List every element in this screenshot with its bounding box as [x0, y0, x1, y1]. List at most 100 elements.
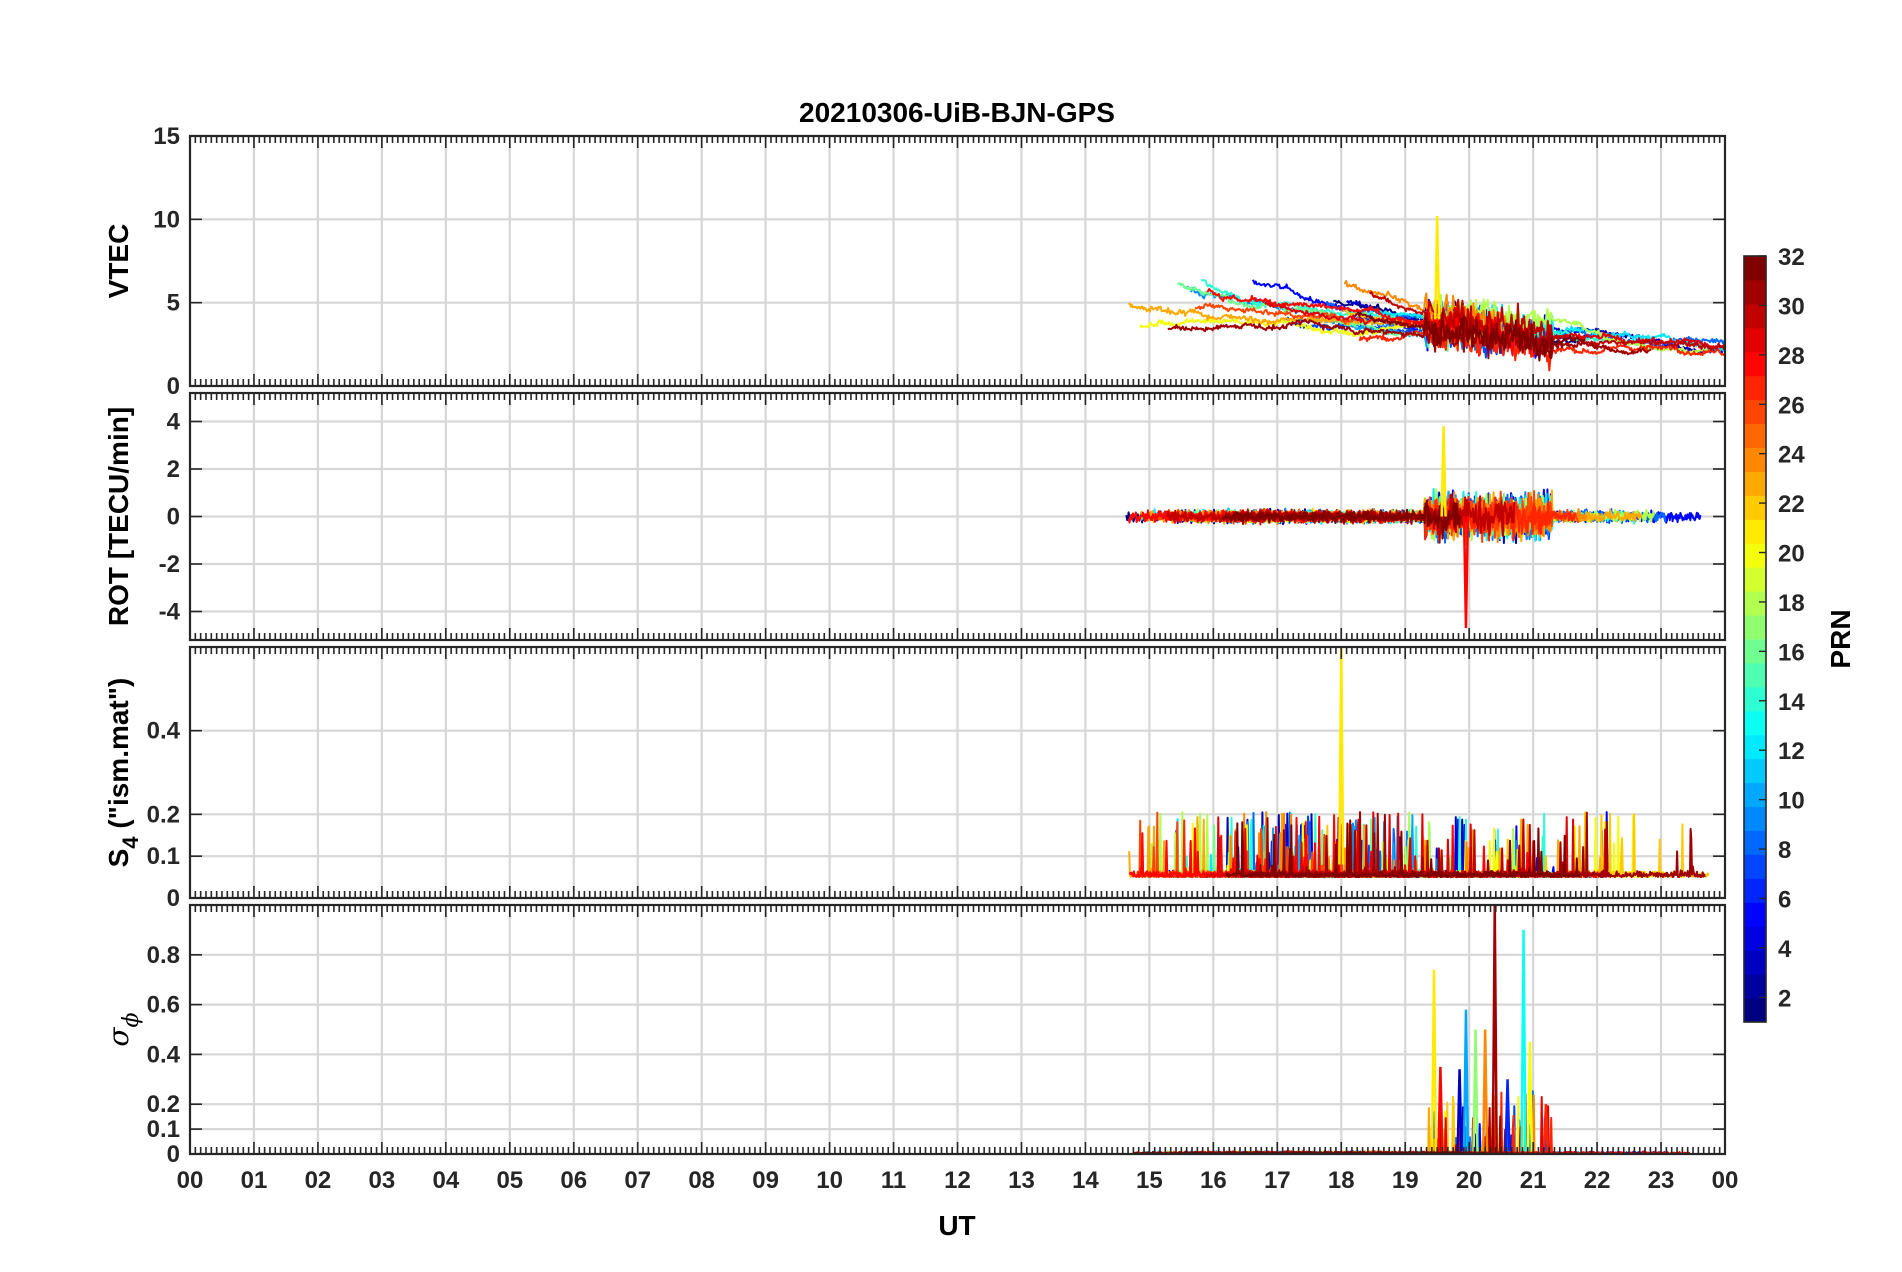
x-tick-label: 12 [944, 1167, 971, 1194]
x-tick-label: 13 [1008, 1167, 1035, 1194]
data-spike [1481, 1029, 1489, 1152]
x-tick-label: 16 [1200, 1167, 1227, 1194]
y-axis-label: ROT [TECU/min] [103, 407, 134, 626]
y-ticks: -4 -2 0 2 4 [159, 409, 1725, 626]
y-axis-label-main: S [103, 849, 134, 868]
y-ticks: 00.10.2 0.4 0.6 0.8 [147, 942, 1725, 1168]
colorbar-tick-label: 6 [1778, 886, 1791, 913]
y-tick-label: 0 [167, 504, 180, 531]
colorbar-tick-label: 8 [1778, 837, 1791, 864]
y-tick-label: 0 [167, 373, 180, 400]
grid [190, 905, 1725, 1156]
x-tick-labels: 00 01 02 03 04 05 06 07 08 09 10 11 12 13 14 15 16 17 18 19… [177, 1167, 1739, 1194]
traces [1128, 215, 1725, 372]
x-tick-label: 15 [1136, 1167, 1163, 1194]
data-spike [1472, 1029, 1479, 1152]
colorbar-label: PRN [1825, 609, 1856, 668]
colorbar-segment [1744, 375, 1766, 401]
colorbar-segment [1744, 423, 1766, 448]
data-spike [1520, 929, 1527, 1152]
y-tick-label: 0.8 [147, 942, 180, 969]
colorbar-segment [1744, 567, 1766, 592]
colorbar-tick-label: 24 [1778, 442, 1805, 469]
colorbar-tick-label: 10 [1778, 788, 1805, 815]
data-spike [1430, 969, 1438, 1152]
colorbar-tick-label: 14 [1778, 689, 1805, 716]
y-tick-label: 5 [167, 290, 180, 317]
colorbar-segment [1744, 662, 1766, 688]
colorbar-tick-label: 18 [1778, 590, 1805, 617]
traces [1125, 426, 1702, 629]
y-tick-label: 0 [167, 1141, 180, 1168]
trace-prn-30 [1368, 291, 1725, 352]
data-spike [1434, 215, 1441, 320]
panel-4: 00.10.2 0.4 0.6 0.8 σϕ 00 01 02 03 04 05 06 07 08 09 10… [102, 903, 1739, 1194]
x-tick-label: 08 [688, 1167, 715, 1194]
data-spike [1462, 1009, 1470, 1152]
data-spike [1491, 905, 1498, 1152]
colorbar-segment [1744, 710, 1766, 736]
y-tick-label: 2 [167, 456, 180, 483]
x-tick-label: 09 [752, 1167, 779, 1194]
y-axis-label-sub: 4 [118, 836, 143, 849]
colorbar-segment [1744, 878, 1766, 903]
x-ticks [189, 647, 1726, 898]
colorbar-tick-label: 20 [1778, 541, 1805, 568]
colorbar-segment [1744, 974, 1766, 999]
y-tick-label: 0.1 [147, 1116, 180, 1143]
colorbar-segment [1744, 639, 1766, 664]
y-axis-label-main: σ [102, 1027, 135, 1047]
colorbar-tick-label: 12 [1778, 738, 1805, 765]
colorbar-segment [1744, 734, 1766, 760]
colorbar-segment [1744, 998, 1766, 1023]
x-tick-label: 17 [1264, 1167, 1291, 1194]
y-axis-label-rest: ("ism.mat") [103, 678, 134, 837]
y-ticks: 0 0.1 0.2 0.4 [147, 718, 1725, 912]
y-tick-label: 0.4 [147, 1041, 181, 1068]
grid [190, 393, 1725, 640]
data-spike [1440, 426, 1447, 517]
x-axis-label: UT [938, 1210, 975, 1241]
x-tick-label: 05 [496, 1167, 523, 1194]
x-tick-label: 22 [1584, 1167, 1611, 1194]
trace-prn-26 [1194, 302, 1356, 326]
x-tick-label: 00 [177, 1167, 204, 1194]
colorbar-tick-label: 26 [1778, 392, 1805, 419]
colorbar-tick-label: 22 [1778, 491, 1805, 518]
x-tick-label: 11 [881, 1167, 906, 1194]
x-tick-label: 04 [432, 1167, 459, 1194]
y-tick-label: 0.6 [147, 992, 180, 1019]
colorbar-tick-label: 28 [1778, 343, 1805, 370]
y-tick-label: 0.2 [147, 1091, 180, 1118]
colorbar-segment [1744, 256, 1766, 281]
colorbar-segment [1744, 447, 1766, 472]
trace-prn-31 [1167, 313, 1652, 360]
colorbar-segment [1744, 519, 1766, 544]
colorbar-segment [1744, 471, 1766, 496]
x-tick-label: 06 [560, 1167, 587, 1194]
colorbar-tick-label: 16 [1778, 639, 1805, 666]
colorbar-tick-label: 2 [1778, 985, 1791, 1012]
y-axis-label: S4 ("ism.mat") [103, 678, 143, 868]
data-spike [1437, 1066, 1444, 1152]
x-tick-label: 10 [816, 1167, 843, 1194]
data-spike [1542, 1104, 1550, 1152]
y-tick-label: 0.1 [147, 843, 180, 870]
x-ticks [189, 136, 1726, 386]
colorbar-segment [1744, 926, 1766, 951]
colorbar-segment [1744, 543, 1766, 568]
data-spike [1462, 516, 1470, 629]
colorbar-segment [1744, 303, 1766, 329]
colorbar-segment [1744, 950, 1766, 975]
colorbar-segment [1744, 327, 1766, 353]
x-tick-label: 23 [1648, 1167, 1675, 1194]
colorbar-segment [1744, 758, 1766, 784]
colorbar-tick-label: 4 [1778, 936, 1792, 963]
colorbar-segment [1744, 686, 1766, 712]
colorbar-segment [1744, 854, 1766, 879]
colorbar-frame [1743, 255, 1767, 1023]
x-tick-label: 00 [1712, 1167, 1739, 1194]
panel-2: -4 -2 0 2 4 ROT [TECU/min] [103, 391, 1727, 642]
colorbar-segment [1744, 782, 1766, 808]
